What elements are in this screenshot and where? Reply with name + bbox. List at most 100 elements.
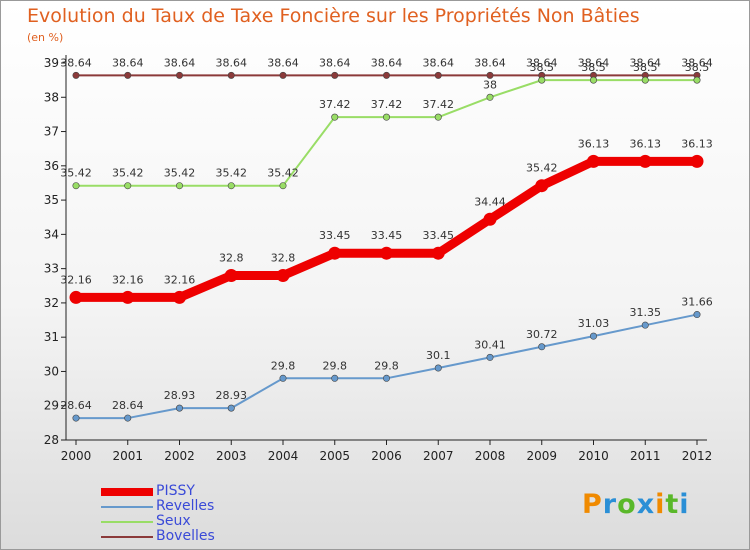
point-bovelles [382,71,390,79]
data-label-seux: 35.42 [164,167,196,180]
data-label-pissy: 32.8 [271,251,296,264]
point-revelles [693,311,701,319]
legend-item-revelles: Revelles [101,498,301,515]
point-revelles [434,364,442,372]
point-seux [331,113,339,121]
x-tick-label: 2002 [164,449,195,463]
legend-item-seux: Seux [101,513,301,530]
point-revelles [279,374,287,382]
data-label-bovelles: 38.64 [60,56,92,69]
point-pissy [483,212,497,226]
data-label-pissy: 33.45 [371,229,403,242]
data-label-seux: 35.42 [112,167,144,180]
data-label-pissy: 35.42 [526,162,558,175]
point-revelles [382,374,390,382]
x-tick-label: 2010 [578,449,609,463]
data-label-seux: 37.42 [371,98,403,111]
data-label-bovelles: 38.64 [164,56,196,69]
x-tick-label: 2008 [475,449,506,463]
data-label-seux: 35.42 [216,167,248,180]
data-label-pissy: 32.16 [60,273,92,286]
legend-label: PISSY [156,483,195,499]
data-label-bovelles: 38.64 [526,56,558,69]
point-revelles [331,374,339,382]
logo-letter: P [582,489,603,520]
point-pissy [121,290,135,304]
y-tick-label: 30 [44,364,59,378]
data-label-seux: 37.42 [423,98,455,111]
point-seux [176,182,184,190]
logo-letter: i [655,489,666,520]
legend-label: Bovelles [156,528,215,544]
point-revelles [641,321,649,329]
point-revelles [486,353,494,361]
data-label-revelles: 28.64 [60,399,92,412]
data-label-revelles: 31.03 [578,317,610,330]
point-bovelles [227,71,235,79]
data-label-pissy: 33.45 [423,229,455,242]
data-label-bovelles: 38.64 [319,56,351,69]
data-label-revelles: 28.64 [112,399,144,412]
logo-letter: i [679,489,690,520]
logo-letter: t [665,489,680,520]
chart-title: Evolution du Taux de Taxe Foncière sur l… [27,5,640,27]
point-bovelles [124,71,132,79]
point-seux [486,93,494,101]
x-tick-label: 2003 [216,449,247,463]
y-tick-label: 35 [44,193,59,207]
point-pissy [276,268,290,282]
x-tick-label: 2006 [371,449,402,463]
legend-swatch [101,488,153,496]
data-label-seux: 38.5 [581,61,606,74]
data-label-revelles: 28.93 [164,389,196,402]
point-seux [227,182,235,190]
data-label-bovelles: 38.64 [681,56,713,69]
data-label-revelles: 30.72 [526,328,558,341]
point-bovelles [176,71,184,79]
y-tick-label: 28 [44,433,59,447]
logo-letter: x [636,489,656,520]
data-label-bovelles: 38.64 [474,56,506,69]
y-tick-label: 34 [44,227,59,241]
data-label-revelles: 29.8 [271,359,296,372]
x-tick-label: 2007 [423,449,454,463]
point-revelles [538,343,546,351]
data-label-revelles: 30.41 [474,338,506,351]
x-tick-label: 2009 [526,449,557,463]
chart-legend: PISSY Revelles Seux Bovelles [101,483,301,545]
point-bovelles [331,71,339,79]
x-tick-label: 2011 [630,449,661,463]
point-pissy [328,246,342,260]
point-seux [382,113,390,121]
point-revelles [176,404,184,412]
data-label-bovelles: 38.64 [371,56,403,69]
point-pissy [224,268,238,282]
legend-label: Revelles [156,498,215,514]
legend-swatch [101,506,153,508]
data-label-pissy: 36.13 [578,137,610,150]
point-bovelles [279,71,287,79]
data-label-bovelles: 38.64 [423,56,455,69]
point-pissy [535,179,549,193]
y-tick-label: 33 [44,262,59,276]
data-label-seux: 38.5 [530,61,555,74]
point-seux [538,76,546,84]
data-label-bovelles: 38.64 [112,56,144,69]
point-revelles [227,404,235,412]
point-revelles [72,414,80,422]
proxiti-logo: Proxiti [582,489,690,520]
point-pissy [380,246,393,260]
point-pissy [587,154,600,168]
point-seux [693,76,701,84]
data-label-bovelles: 38.64 [578,56,610,69]
data-label-pissy: 32.16 [112,273,144,286]
x-tick-label: 2012 [682,449,713,463]
y-tick-label: 29 [44,399,59,413]
point-bovelles [434,71,442,79]
point-pissy [690,154,704,168]
data-label-bovelles: 38.64 [267,56,299,69]
data-label-bovelles: 38.64 [630,56,662,69]
data-label-revelles: 29.8 [323,359,348,372]
